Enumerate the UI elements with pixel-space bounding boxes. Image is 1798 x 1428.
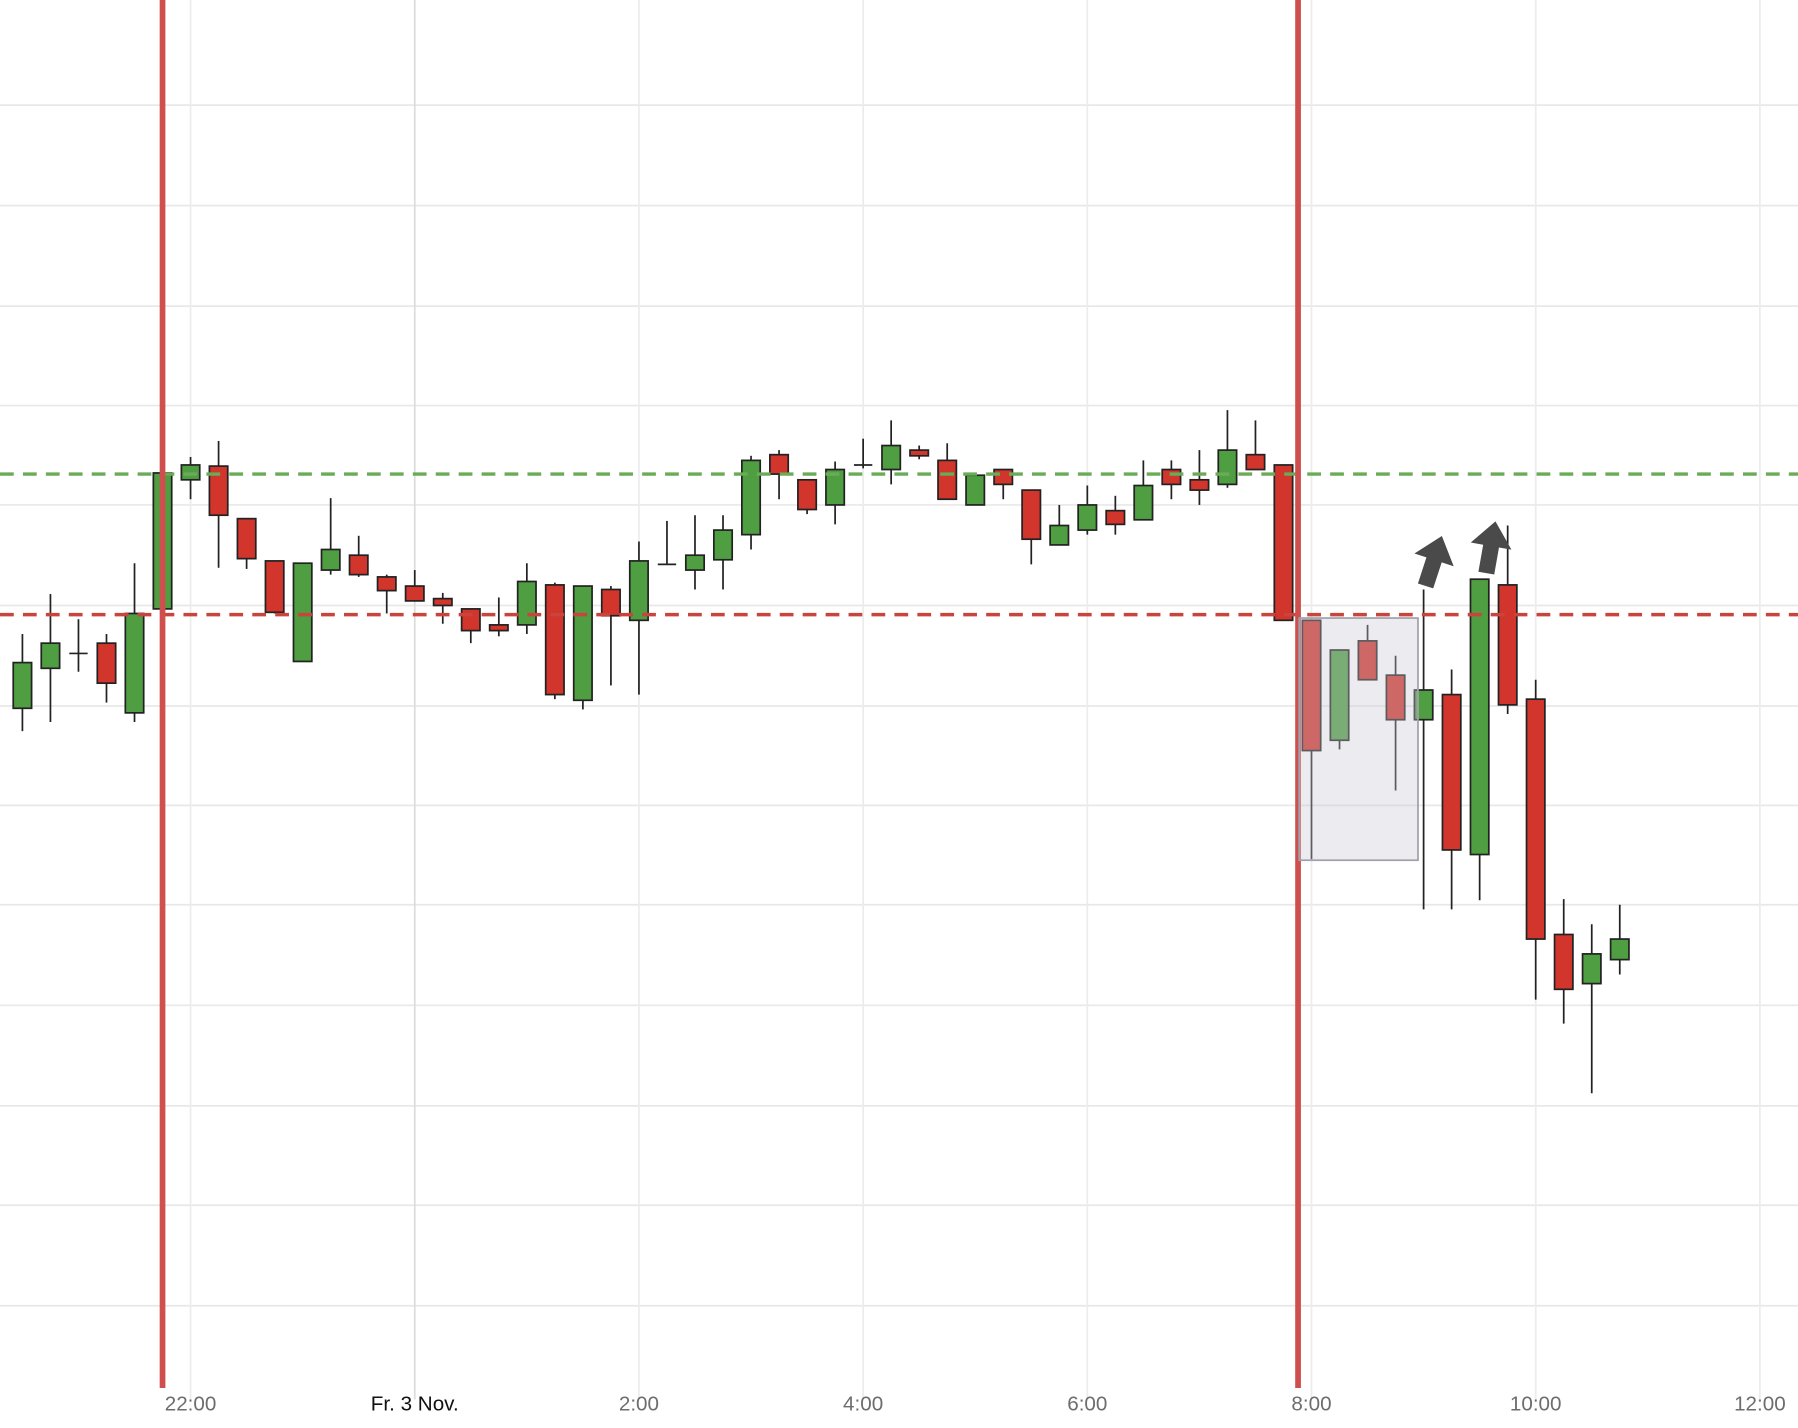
candle-body [1413, 689, 1434, 721]
candle-body [1161, 468, 1182, 486]
candle-body [1469, 578, 1490, 856]
candle-body [1497, 584, 1518, 706]
candle-body [264, 560, 285, 614]
candle-body [881, 444, 902, 471]
marks [0, 0, 1798, 1389]
candle-body [96, 642, 117, 685]
candle-body [600, 588, 621, 617]
range-box [1298, 617, 1419, 862]
candle-body [1581, 953, 1602, 985]
candle-body [292, 562, 313, 663]
candle-body [1217, 449, 1238, 486]
candle-body [1021, 489, 1042, 541]
x-tick-label: 2:00 [619, 1393, 659, 1416]
candle-body [993, 468, 1014, 486]
candle-body [1189, 478, 1210, 491]
candle-body [1329, 649, 1350, 742]
candle-body [769, 453, 790, 475]
candle-body [741, 459, 762, 536]
x-tick-label: 6:00 [1067, 1393, 1107, 1416]
candle-body [1105, 509, 1126, 526]
candle-body [1553, 933, 1574, 991]
x-tick-label: 8:00 [1291, 1393, 1331, 1416]
candle-body [236, 517, 257, 560]
candle-body [965, 474, 986, 506]
candle-body [1273, 464, 1294, 622]
candle-body [348, 554, 369, 576]
candle-body [1077, 504, 1098, 531]
candle-body [320, 548, 341, 571]
arrow [1470, 521, 1512, 575]
candle-body [40, 642, 61, 670]
candle-body [12, 661, 33, 710]
candle-body [1441, 693, 1462, 851]
candle-body [825, 468, 846, 506]
candle-body [909, 449, 930, 457]
candle-body [628, 560, 649, 622]
x-tick-label: Fr. 3 Nov. [371, 1393, 459, 1416]
candle-body [684, 554, 706, 571]
candle-body [572, 585, 593, 702]
candle-body [1301, 619, 1322, 752]
candle-body [460, 608, 481, 632]
candle-body [1245, 453, 1266, 471]
candle-body [1609, 938, 1630, 961]
x-tick-label: 10:00 [1510, 1393, 1562, 1416]
x-tick-label: 4:00 [843, 1393, 883, 1416]
candle-body [1525, 698, 1546, 940]
candle-body [937, 459, 958, 501]
candle-body [1049, 524, 1070, 546]
candle-body [488, 624, 509, 632]
x-tick-label: 12:00 [1734, 1393, 1786, 1416]
candle-body [544, 584, 565, 696]
x-tick-label: 22:00 [165, 1393, 217, 1416]
candle-body [797, 478, 818, 511]
overlay [1414, 521, 1512, 589]
candle-body [124, 612, 145, 714]
candle-body [432, 597, 453, 607]
candle-body [376, 576, 397, 592]
candle-body [1357, 640, 1378, 681]
candle-body [516, 580, 537, 626]
candle-body [712, 529, 734, 561]
candle-body [1133, 484, 1154, 521]
candle-body [208, 465, 229, 517]
arrow [1414, 535, 1454, 589]
candle-body [1385, 674, 1406, 721]
candle-body [404, 585, 425, 602]
